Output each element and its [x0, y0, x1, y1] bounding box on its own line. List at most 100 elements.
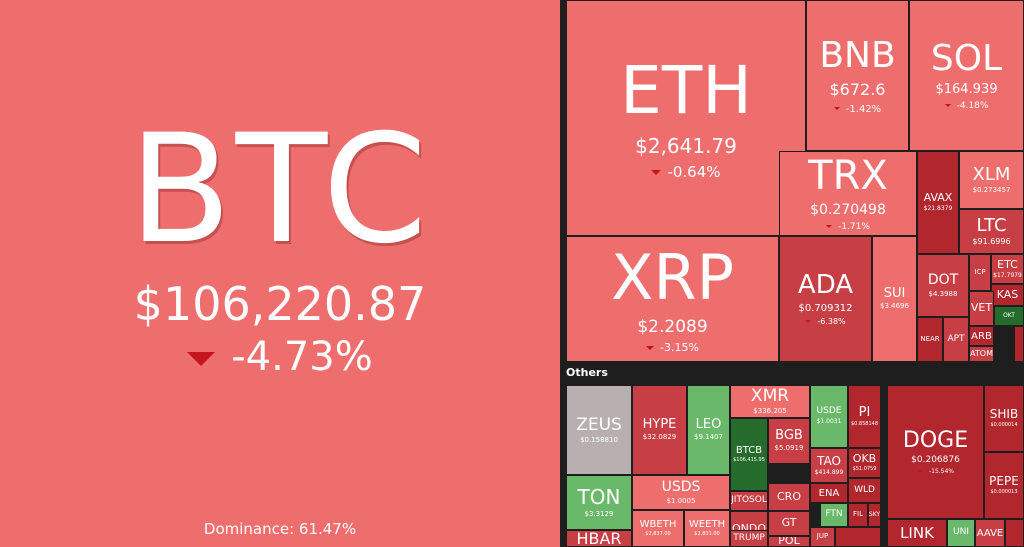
- tile-xmr[interactable]: XMR $336.205: [730, 385, 810, 418]
- tile-xrp[interactable]: XRP $2.2089 -3.15%: [566, 236, 779, 362]
- tile-symbol: GT: [781, 516, 797, 530]
- tile-hbar[interactable]: HBAR: [566, 530, 632, 547]
- tile-change: -6.38%: [805, 317, 846, 327]
- tile-symbol: NEAR: [920, 334, 940, 343]
- tile-trx[interactable]: TRX $0.270498 -1.71%: [779, 151, 917, 236]
- tile-link[interactable]: LINK: [887, 519, 947, 547]
- tile-okb[interactable]: OKB $51.0759: [848, 448, 881, 478]
- tile-symbol: ZEUS: [576, 414, 622, 435]
- tile-price: $3.4696: [880, 302, 909, 311]
- tile-gt[interactable]: GT: [768, 511, 810, 536]
- down-arrow-icon: [805, 320, 812, 324]
- tile-etc[interactable]: ETC $17.7979: [991, 254, 1024, 284]
- tile-pepe[interactable]: PEPE $0.000013: [984, 452, 1024, 519]
- tile-symbol: KAS: [996, 287, 1019, 301]
- tile-symbol: HYPE: [642, 416, 677, 432]
- tile-symbol: TRUMP: [733, 532, 765, 543]
- tile-jitosol[interactable]: JITOSOL: [730, 491, 768, 511]
- tile-price: $2,641.79: [635, 133, 737, 158]
- tile-uni[interactable]: UNI: [947, 519, 975, 547]
- tile-symbol: USDE: [816, 406, 842, 417]
- tile-pi[interactable]: PI $0.858148: [848, 385, 881, 448]
- tile-ltc[interactable]: LTC $91.6996: [959, 209, 1024, 254]
- tile-symbol: DOGE: [902, 427, 969, 453]
- down-arrow-icon: [646, 345, 655, 350]
- tile-price: $0.206876: [911, 454, 960, 465]
- tile-symbol: AAVE: [976, 527, 1004, 539]
- tile-jup[interactable]: JUP: [810, 527, 835, 547]
- tile-leo[interactable]: LEO $9.1407: [687, 385, 730, 475]
- tile-okt[interactable]: OKT: [994, 306, 1024, 326]
- tile-price: $164.939: [935, 82, 998, 98]
- tile-sol[interactable]: SOL $164.939 -4.18%: [909, 0, 1024, 151]
- tile-bnb[interactable]: BNB $672.6 -1.42%: [806, 0, 909, 151]
- tile-cro[interactable]: CRO: [768, 483, 810, 511]
- tile-eth[interactable]: ETH $2,641.79 -0.64%: [566, 0, 806, 236]
- tile-price: $1.0031: [816, 418, 842, 426]
- tile-price: $0.709312: [798, 303, 853, 315]
- tile-dot[interactable]: DOT $4.3988: [917, 254, 969, 317]
- tile-symbol: USDS: [661, 478, 701, 495]
- tile-weeth[interactable]: WEETH $2,831.00: [684, 510, 730, 547]
- tile-icp[interactable]: ICP: [969, 254, 991, 291]
- tile-atom[interactable]: ATOM: [969, 346, 994, 362]
- tile-pol[interactable]: POL: [768, 536, 810, 547]
- tile-symbol: SOL: [930, 38, 1003, 80]
- tile-symbol: ENA: [818, 487, 840, 499]
- down-arrow-icon: [916, 469, 923, 473]
- tile-sui[interactable]: SUI $3.4696: [872, 236, 917, 362]
- tile-sm1[interactable]: [1014, 326, 1024, 362]
- tile-ada[interactable]: ADA $0.709312 -6.38%: [779, 236, 872, 362]
- tile-zeus[interactable]: ZEUS $0.158810: [566, 385, 632, 475]
- tile-near[interactable]: NEAR: [917, 317, 943, 362]
- tile-aave[interactable]: AAVE: [975, 519, 1005, 547]
- tile-change: -15.54%: [916, 468, 954, 476]
- tile-btc[interactable]: BTC $106,220.87 -4.73%: [0, 0, 560, 547]
- btc-change: -4.73%: [187, 335, 373, 379]
- tile-vet[interactable]: VET: [969, 291, 994, 326]
- tile-price: $106,415.95: [733, 457, 765, 464]
- tile-tao[interactable]: TAO $414.899: [810, 448, 848, 483]
- tile-symbol: WEETH: [688, 519, 726, 531]
- tile-sky[interactable]: SKY: [868, 503, 881, 527]
- tile-symbol: POL: [778, 536, 800, 547]
- tile-bgb[interactable]: BGB $5.0919: [768, 418, 810, 464]
- down-arrow-icon: [187, 352, 216, 367]
- tile-sm2[interactable]: [835, 527, 881, 547]
- tile-arb[interactable]: ARB: [969, 326, 994, 346]
- tile-symbol: HBAR: [576, 530, 622, 547]
- btc-price: $106,220.87: [133, 276, 427, 331]
- tile-symbol: JITOSOL: [731, 495, 767, 506]
- tile-symbol: TON: [577, 485, 621, 510]
- tile-hype[interactable]: HYPE $32.0829: [632, 385, 687, 475]
- tile-fil[interactable]: FIL: [848, 503, 868, 527]
- tile-sm3[interactable]: [1005, 519, 1024, 547]
- tile-change: -1.42%: [833, 104, 881, 115]
- down-arrow-icon: [826, 224, 833, 228]
- tile-xlm[interactable]: XLM $0.273457: [959, 151, 1024, 209]
- tile-symbol: ETC: [997, 257, 1018, 271]
- tile-btcb[interactable]: BTCB $106,415.95: [730, 418, 768, 491]
- tile-apt[interactable]: APT: [943, 317, 969, 362]
- tile-price: $91.6996: [972, 237, 1011, 247]
- tile-kas[interactable]: KAS: [991, 284, 1024, 306]
- tile-shib[interactable]: SHIB $0.000014: [984, 385, 1024, 452]
- tile-price: $1.0005: [666, 496, 696, 505]
- tile-symbol: LTC: [976, 214, 1007, 236]
- tile-wbeth[interactable]: WBETH $2,837.00: [632, 510, 684, 547]
- tile-avax[interactable]: AVAX $21.8379: [917, 151, 959, 254]
- tile-ftn[interactable]: FTN: [820, 503, 848, 527]
- tile-trump[interactable]: TRUMP: [730, 530, 768, 547]
- tile-ton[interactable]: TON $3.3129: [566, 475, 632, 530]
- others-group-label: Others: [566, 366, 608, 379]
- tile-symbol: JUP: [816, 532, 829, 541]
- tile-doge[interactable]: DOGE $0.206876 -15.54%: [887, 385, 984, 519]
- tile-usds[interactable]: USDS $1.0005: [632, 475, 730, 510]
- tile-usde[interactable]: USDE $1.0031: [810, 385, 848, 448]
- tile-wld[interactable]: WLD: [848, 478, 881, 503]
- tile-ena[interactable]: ENA: [810, 483, 848, 503]
- tile-symbol: UNI: [953, 527, 969, 538]
- tile-symbol: XMR: [750, 386, 790, 407]
- tile-price: $32.0829: [642, 433, 677, 442]
- tile-price: $0.000013: [990, 489, 1018, 496]
